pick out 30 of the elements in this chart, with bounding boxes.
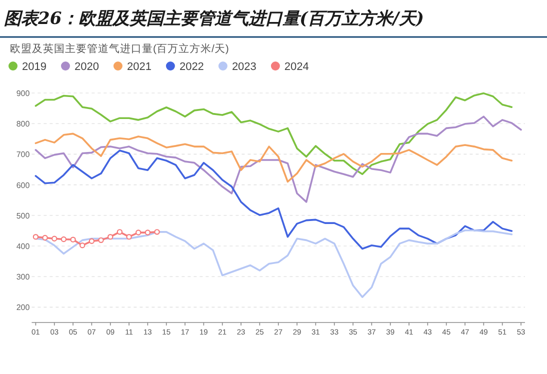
point — [70, 236, 76, 242]
chart-subtitle: 欧盟及英国主要管道气进口量(百万立方米/天) — [10, 42, 229, 55]
y-tick-label: 500 — [16, 211, 30, 220]
y-tick-label: 900 — [16, 89, 30, 98]
y-tick-label: 600 — [16, 180, 30, 190]
y-tick-label: 700 — [16, 150, 30, 160]
point — [126, 234, 132, 240]
point — [144, 230, 151, 236]
point — [60, 236, 67, 242]
legend-label: 2020 — [74, 61, 99, 73]
point — [154, 229, 160, 235]
y-tick-label: 300 — [16, 272, 30, 282]
point — [108, 234, 114, 240]
y-tick-label: 200 — [16, 303, 30, 312]
point — [52, 236, 58, 242]
legend-label: 2023 — [232, 61, 256, 73]
point — [136, 230, 142, 236]
point — [80, 242, 86, 248]
point — [88, 238, 95, 244]
legend-label: 2024 — [284, 61, 309, 73]
point — [98, 237, 104, 244]
legend-label: 2022 — [179, 61, 204, 73]
point — [116, 229, 123, 235]
legend-label: 2019 — [22, 61, 46, 73]
chart-title: 图表26：欧盟及英国主要管道气进口量(百万立方米/天) — [4, 9, 424, 29]
y-tick-label: 800 — [16, 120, 30, 129]
legend-label: 2021 — [126, 61, 152, 73]
y-tick-label: 400 — [16, 242, 30, 251]
point — [42, 234, 48, 241]
point — [32, 234, 39, 240]
